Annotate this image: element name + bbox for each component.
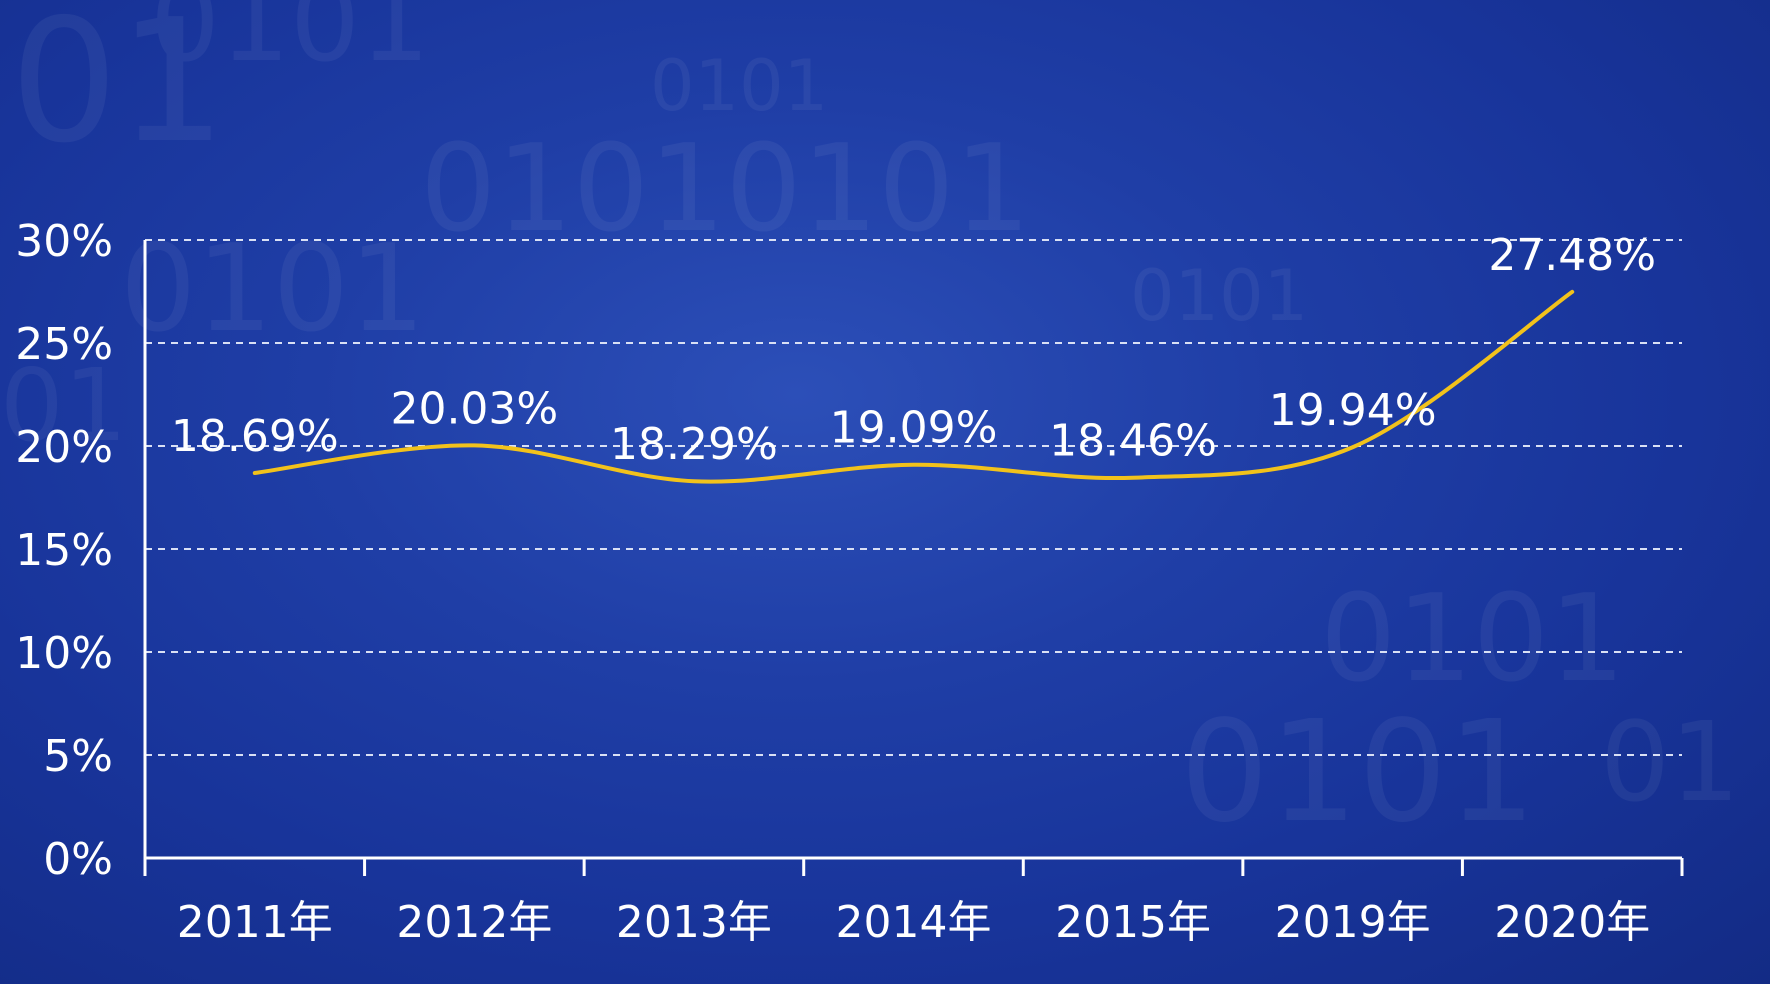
y-tick-label: 30% bbox=[15, 216, 113, 267]
x-tick-label: 2019年 bbox=[1275, 897, 1431, 948]
svg-text:01010101: 01010101 bbox=[420, 120, 1031, 259]
y-axis-tick-labels: 0% 5% 10% 15% 20% 25% 30% bbox=[15, 216, 113, 885]
svg-text:0101: 0101 bbox=[1180, 691, 1536, 854]
data-label: 18.46% bbox=[1049, 416, 1217, 467]
x-tick-label: 2013年 bbox=[616, 897, 772, 948]
svg-text:01: 01 bbox=[0, 347, 127, 464]
data-label: 27.48% bbox=[1488, 230, 1656, 281]
svg-text:0101: 0101 bbox=[650, 45, 828, 127]
gridlines bbox=[145, 239, 1682, 756]
axes bbox=[143, 240, 1684, 876]
data-label: 18.69% bbox=[171, 411, 339, 462]
data-label: 18.29% bbox=[610, 419, 778, 470]
x-axis-tick-labels: 2011年 2012年 2013年 2014年 2015年 2019年 2020年 bbox=[177, 897, 1650, 948]
data-labels: 18.69% 20.03% 18.29% 19.09% 18.46% 19.94% 27.4… bbox=[171, 230, 1656, 470]
data-label: 19.09% bbox=[830, 403, 998, 454]
series-line bbox=[252, 289, 1575, 484]
svg-text:0101: 0101 bbox=[1320, 570, 1625, 709]
data-label: 20.03% bbox=[390, 383, 558, 434]
y-tick-label: 10% bbox=[15, 628, 113, 679]
y-tick-label: 5% bbox=[43, 731, 113, 782]
x-tick-label: 2014年 bbox=[836, 897, 992, 948]
x-tick-label: 2020年 bbox=[1494, 897, 1650, 948]
x-tick-label: 2012年 bbox=[396, 897, 552, 948]
y-tick-label: 25% bbox=[15, 319, 113, 370]
y-tick-label: 0% bbox=[43, 834, 113, 885]
x-tick-label: 2015年 bbox=[1055, 897, 1211, 948]
y-tick-label: 15% bbox=[15, 525, 113, 576]
x-tick-label: 2011年 bbox=[177, 897, 333, 948]
svg-text:0101: 0101 bbox=[150, 0, 430, 86]
series-line-path bbox=[252, 289, 1575, 484]
svg-text:01: 01 bbox=[10, 0, 226, 181]
svg-text:0101: 0101 bbox=[120, 220, 425, 359]
binary-watermark-decoration: 01 0101 01010101 0101 01 0101 0101 0101 … bbox=[0, 0, 1740, 854]
svg-text:0101: 0101 bbox=[1130, 255, 1308, 337]
y-tick-label: 20% bbox=[15, 422, 113, 473]
data-label: 19.94% bbox=[1269, 385, 1437, 436]
svg-text:01: 01 bbox=[1600, 698, 1740, 826]
